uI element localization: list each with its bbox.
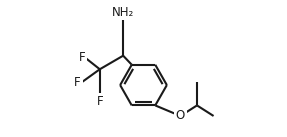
- Text: F: F: [74, 76, 81, 89]
- Text: F: F: [96, 95, 103, 108]
- Text: NH₂: NH₂: [112, 6, 134, 19]
- Text: F: F: [79, 52, 86, 64]
- Text: O: O: [176, 109, 185, 122]
